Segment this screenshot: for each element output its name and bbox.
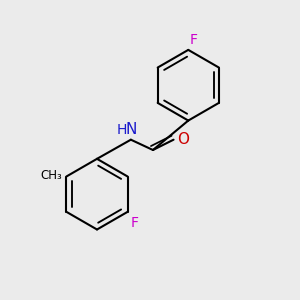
Text: CH₃: CH₃ <box>40 169 62 182</box>
Text: O: O <box>177 132 189 147</box>
Text: H: H <box>116 123 127 137</box>
Text: N: N <box>125 122 136 137</box>
Text: F: F <box>130 216 139 230</box>
Text: F: F <box>190 33 198 47</box>
